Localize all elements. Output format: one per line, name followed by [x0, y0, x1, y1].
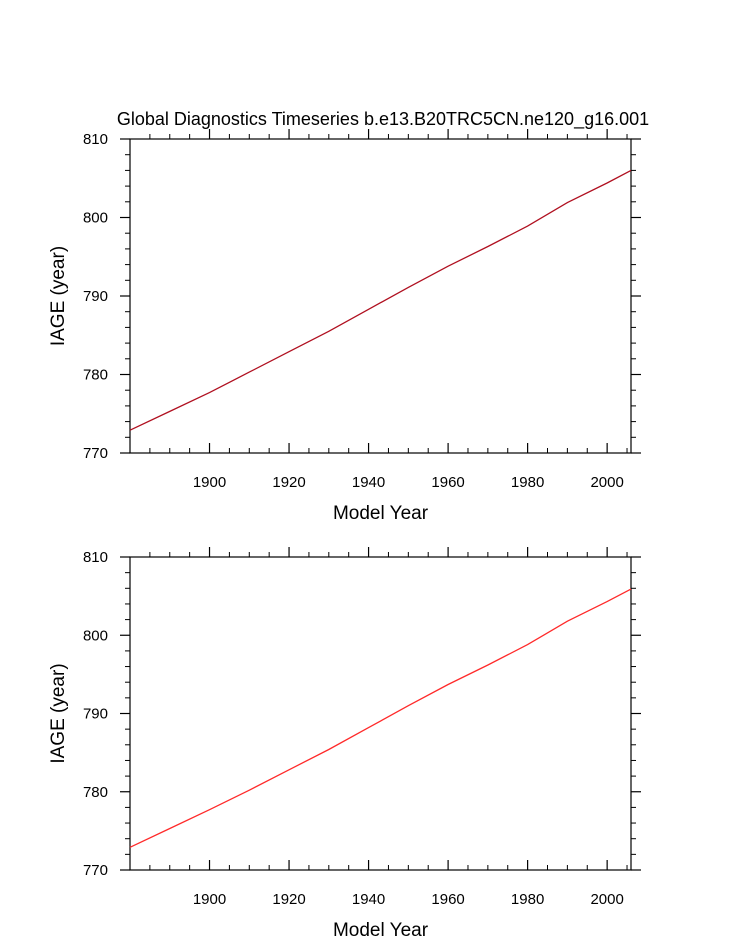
x-tick-label: 1920 — [272, 474, 305, 491]
y-tick-label: 790 — [83, 288, 108, 305]
x-tick-label: 1960 — [431, 474, 464, 491]
series-line — [129, 169, 632, 431]
y-tick-label: 780 — [83, 367, 108, 384]
y-tick-label: 790 — [83, 706, 108, 723]
y-axis-label: IAGE (year) — [48, 246, 69, 346]
x-tick-label: 1980 — [511, 891, 544, 908]
x-tick-label: 2000 — [590, 474, 623, 491]
x-tick-label: 1940 — [352, 474, 385, 491]
x-tick-label: 2000 — [590, 891, 623, 908]
plot-frame — [129, 556, 632, 871]
y-axis-label: IAGE (year) — [48, 663, 69, 763]
y-tick-label: 810 — [83, 549, 108, 566]
x-tick-label: 1960 — [431, 891, 464, 908]
x-tick-label: 1920 — [272, 891, 305, 908]
x-axis-label: Model Year — [333, 503, 429, 524]
plot-frame — [129, 138, 632, 454]
x-tick-label: 1980 — [511, 474, 544, 491]
series-line — [129, 588, 632, 848]
chart-bottom: 1900 1920 1940 1960 1980 2000 770 780 790 800 810 M… — [48, 547, 641, 941]
x-tick-label: 1900 — [193, 474, 226, 491]
y-tick-label: 800 — [83, 210, 108, 227]
y-tick-label: 810 — [83, 131, 108, 148]
y-tick-label: 780 — [83, 784, 108, 801]
x-axis-label: Model Year — [333, 920, 429, 941]
x-tick-label: 1940 — [352, 891, 385, 908]
y-tick-label: 770 — [83, 862, 108, 879]
x-tick-label: 1900 — [193, 891, 226, 908]
figure-title: Global Diagnostics Timeseries b.e13.B20T… — [117, 109, 649, 130]
y-tick-label: 800 — [83, 627, 108, 644]
chart-top: 1900 1920 1940 1960 1980 2000 770 780 790 800 810 M… — [48, 129, 641, 524]
y-tick-label: 770 — [83, 445, 108, 462]
